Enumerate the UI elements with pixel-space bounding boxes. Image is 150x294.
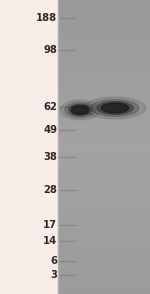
Text: 49: 49 xyxy=(43,125,57,135)
Ellipse shape xyxy=(91,99,139,116)
Text: 6: 6 xyxy=(50,256,57,266)
Text: 98: 98 xyxy=(43,45,57,55)
Text: 17: 17 xyxy=(43,220,57,230)
Text: 3: 3 xyxy=(50,270,57,280)
Text: 62: 62 xyxy=(43,102,57,112)
Text: 188: 188 xyxy=(36,13,57,23)
Bar xyxy=(58,0,150,294)
Ellipse shape xyxy=(101,103,129,113)
Ellipse shape xyxy=(97,101,133,114)
Text: 28: 28 xyxy=(43,185,57,195)
Text: 38: 38 xyxy=(43,152,57,162)
Ellipse shape xyxy=(84,97,146,119)
Ellipse shape xyxy=(60,100,100,120)
Bar xyxy=(0,0,58,294)
Ellipse shape xyxy=(65,102,95,118)
Text: 14: 14 xyxy=(43,236,57,246)
Ellipse shape xyxy=(68,104,92,116)
Ellipse shape xyxy=(71,106,89,114)
